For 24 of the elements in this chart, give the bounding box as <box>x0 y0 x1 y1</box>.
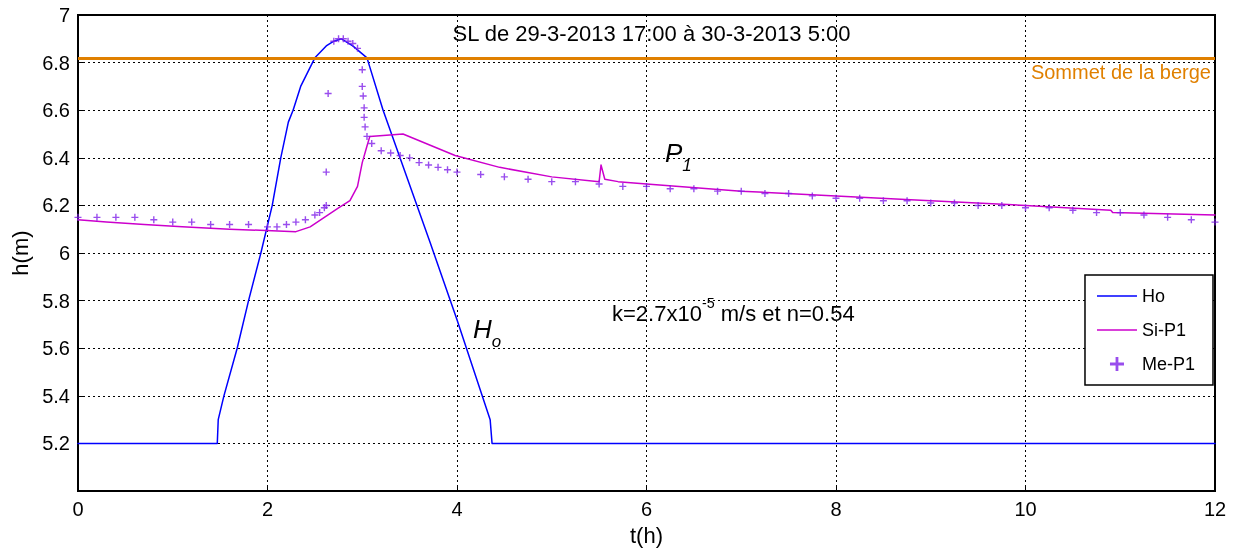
x-tick-label: 0 <box>72 498 84 521</box>
y-tick-label: 5.6 <box>42 337 70 360</box>
y-tick-label: 6 <box>58 242 70 265</box>
ref-line-label: Sommet de la berge <box>1030 60 1211 83</box>
y-tick-label: 7 <box>58 4 70 26</box>
x-tick-label: 4 <box>451 498 463 521</box>
legend-label: Me-P1 <box>1141 354 1195 374</box>
x-axis-title: t(h) <box>630 522 663 548</box>
y-tick-label: 6.8 <box>42 51 70 74</box>
x-tick-label: 2 <box>261 498 274 521</box>
y-tick-label: 6.2 <box>42 194 70 217</box>
legend-label: Si-P1 <box>1141 320 1186 340</box>
y-tick-label: 5.2 <box>42 432 70 455</box>
y-tick-label: 5.8 <box>42 289 70 312</box>
y-tick-label: 5.4 <box>42 384 70 407</box>
x-tick-label: 6 <box>640 498 653 521</box>
legend-label: Ho <box>1141 286 1165 306</box>
y-tick-label: 6.4 <box>42 146 70 169</box>
x-tick-label: 8 <box>830 498 842 521</box>
x-tick-label: 12 <box>1203 498 1227 521</box>
y-tick-label: 6.6 <box>42 99 70 122</box>
x-tick-label: 10 <box>1014 498 1037 521</box>
chart-title: SL de 29-3-2013 17:00 à 30-3-2013 5:00 <box>452 20 851 46</box>
y-axis-title: h(m) <box>7 230 33 276</box>
